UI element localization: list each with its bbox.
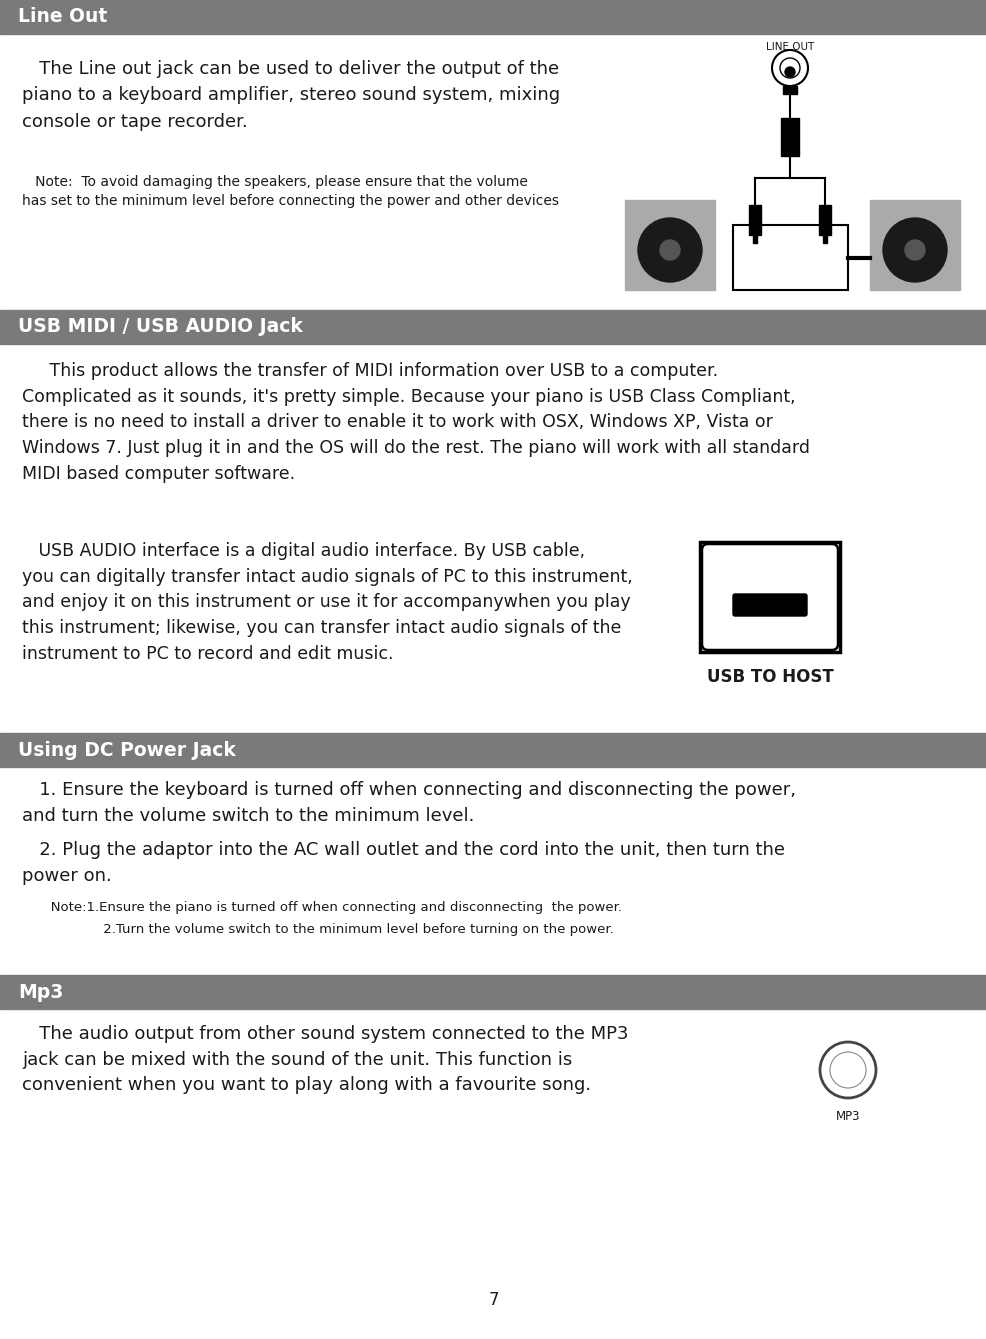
Bar	[0, 0, 986, 33]
Bar	[0, 975, 986, 1010]
Bar	[0, 311, 986, 344]
Text: Note:1.Ensure the piano is turned off when connecting and disconnecting  the pow: Note:1.Ensure the piano is turned off wh…	[38, 901, 621, 915]
Bar	[733, 225, 847, 291]
Circle shape	[882, 218, 946, 283]
Circle shape	[904, 240, 924, 260]
Text: The Line out jack can be used to deliver the output of the
piano to a keyboard a: The Line out jack can be used to deliver…	[22, 60, 560, 131]
Text: Using DC Power Jack: Using DC Power Jack	[18, 740, 236, 759]
Text: USB MIDI / USB AUDIO Jack: USB MIDI / USB AUDIO Jack	[18, 317, 303, 336]
Text: This product allows the transfer of MIDI information over USB to a computer.
Com: This product allows the transfer of MIDI…	[22, 362, 810, 483]
Text: Line Out: Line Out	[18, 8, 107, 27]
FancyBboxPatch shape	[733, 595, 807, 616]
Bar	[752, 236, 756, 242]
Bar	[748, 205, 760, 236]
Bar	[818, 205, 830, 236]
Bar	[869, 200, 959, 291]
Bar	[699, 542, 839, 652]
Text: Note:  To avoid damaging the speakers, please ensure that the volume
has set to : Note: To avoid damaging the speakers, pl…	[22, 175, 558, 209]
Bar	[624, 200, 714, 291]
Text: 2.Turn the volume switch to the minimum level before turning on the power.: 2.Turn the volume switch to the minimum …	[65, 923, 613, 936]
Circle shape	[784, 67, 794, 78]
Circle shape	[637, 218, 701, 283]
Text: 7: 7	[488, 1291, 498, 1310]
Text: MP3: MP3	[835, 1110, 860, 1123]
Text: USB AUDIO interface is a digital audio interface. By USB cable,
you can digitall: USB AUDIO interface is a digital audio i…	[22, 542, 632, 663]
Text: 1. Ensure the keyboard is turned off when connecting and disconnecting the power: 1. Ensure the keyboard is turned off whe…	[22, 781, 795, 825]
Text: Stereo
System: Stereo System	[767, 244, 811, 273]
Text: 2. Plug the adaptor into the AC wall outlet and the cord into the unit, then tur: 2. Plug the adaptor into the AC wall out…	[22, 841, 784, 885]
Circle shape	[660, 240, 679, 260]
Bar	[0, 732, 986, 767]
Text: The audio output from other sound system connected to the MP3
jack can be mixed : The audio output from other sound system…	[22, 1024, 628, 1094]
Bar	[782, 86, 796, 94]
Text: Mp3: Mp3	[18, 983, 63, 1002]
Text: LINE OUT: LINE OUT	[765, 42, 813, 52]
Text: USB TO HOST: USB TO HOST	[706, 668, 832, 686]
Bar	[822, 236, 826, 242]
Circle shape	[771, 50, 808, 86]
Bar	[780, 118, 799, 157]
